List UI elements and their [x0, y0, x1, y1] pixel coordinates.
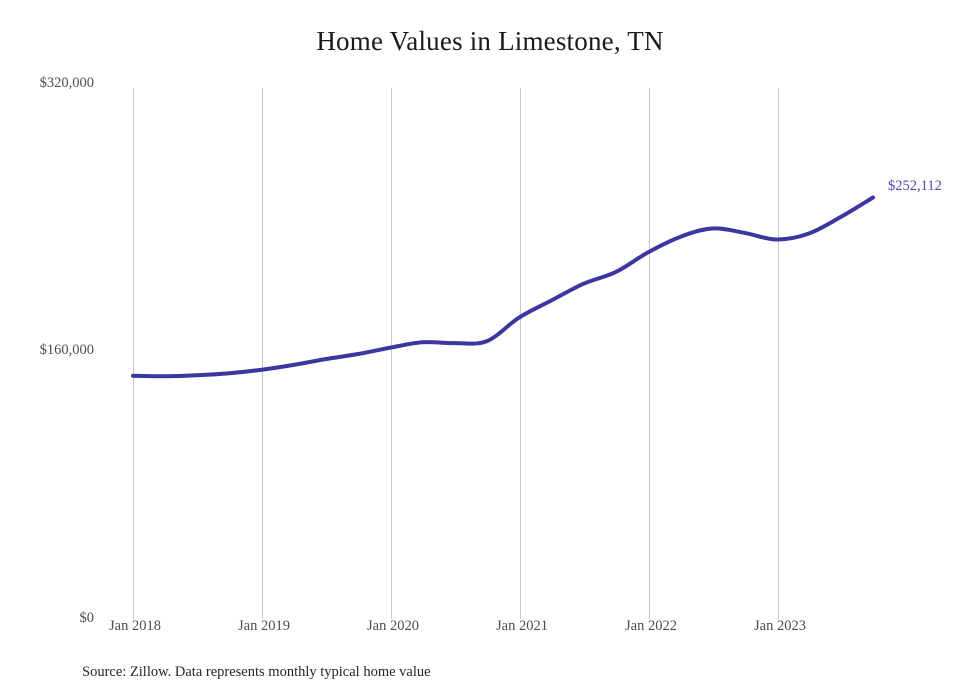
home-value-line-series	[131, 195, 875, 379]
y-axis-tick-label-0: $0	[79, 610, 95, 626]
chart-title: Home Values in Limestone, TN	[316, 26, 664, 56]
y-axis-tick-label-160000: $160,000	[39, 342, 94, 358]
x-axis-tick-label-jan-2018: Jan 2018	[109, 618, 161, 634]
x-axis-tick-label-jan-2020: Jan 2020	[367, 618, 419, 634]
gridline-jan-2019	[262, 88, 263, 619]
gridline-jan-2022	[649, 88, 650, 619]
y-axis-tick-label-320000: $320,000	[39, 75, 94, 91]
gridline-jan-2023	[778, 88, 779, 619]
gridline-jan-2021	[520, 88, 521, 619]
end-point-value-label: $252,112	[888, 178, 942, 194]
x-axis-tick-label-jan-2021: Jan 2021	[496, 618, 548, 634]
x-axis-tick-label-jan-2019: Jan 2019	[238, 618, 290, 634]
gridline-jan-2020	[391, 88, 392, 619]
gridline-jan-2018	[133, 88, 134, 619]
chart-footnote: Source: Zillow. Data represents monthly …	[82, 664, 431, 680]
x-axis-tick-label-jan-2022: Jan 2022	[625, 618, 677, 634]
x-axis-tick-label-jan-2023: Jan 2023	[754, 618, 806, 634]
